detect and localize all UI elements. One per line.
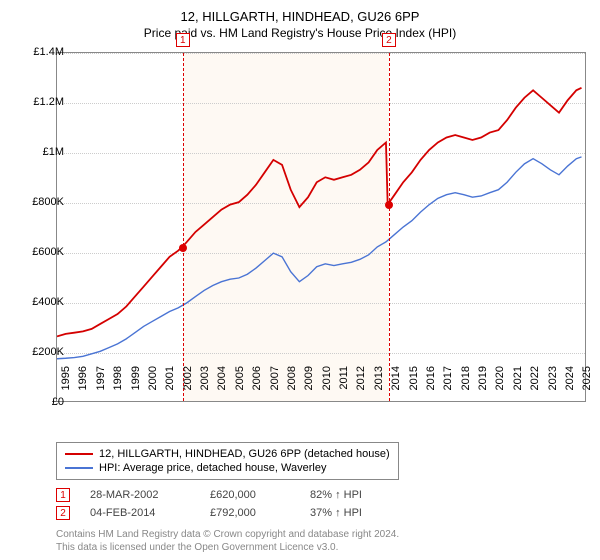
x-axis-label: 2018 bbox=[460, 366, 472, 406]
sale-pct: 37% ↑ HPI bbox=[310, 507, 390, 519]
sale-pct: 82% ↑ HPI bbox=[310, 489, 390, 501]
x-axis-label: 2012 bbox=[355, 366, 367, 406]
legend-swatch bbox=[65, 453, 93, 455]
chart-lines bbox=[57, 53, 585, 401]
marker-badge: 1 bbox=[56, 488, 70, 502]
chart-subtitle: Price paid vs. HM Land Registry's House … bbox=[0, 26, 600, 46]
x-axis-label: 2004 bbox=[216, 366, 228, 406]
footer: Contains HM Land Registry data © Crown c… bbox=[56, 528, 399, 554]
x-axis-label: 1997 bbox=[95, 366, 107, 406]
y-axis-label: £1M bbox=[43, 146, 64, 158]
y-axis-label: £400K bbox=[32, 296, 64, 308]
chart-title: 12, HILLGARTH, HINDHEAD, GU26 6PP bbox=[0, 0, 600, 26]
x-axis-label: 2010 bbox=[321, 366, 333, 406]
y-axis-label: £600K bbox=[32, 246, 64, 258]
x-axis-label: 2008 bbox=[286, 366, 298, 406]
x-axis-label: 1998 bbox=[112, 366, 124, 406]
x-axis-label: 1996 bbox=[77, 366, 89, 406]
x-axis-label: 2001 bbox=[164, 366, 176, 406]
sales-table: 1 28-MAR-2002 £620,000 82% ↑ HPI 2 04-FE… bbox=[56, 486, 390, 522]
marker-line bbox=[389, 53, 390, 401]
y-axis-label: £200K bbox=[32, 346, 64, 358]
x-axis-label: 2005 bbox=[234, 366, 246, 406]
x-axis-label: 2015 bbox=[408, 366, 420, 406]
x-axis-label: 2007 bbox=[269, 366, 281, 406]
sales-row: 1 28-MAR-2002 £620,000 82% ↑ HPI bbox=[56, 486, 390, 504]
y-axis-label: £1.2M bbox=[33, 96, 64, 108]
sales-row: 2 04-FEB-2014 £792,000 37% ↑ HPI bbox=[56, 504, 390, 522]
legend-label: HPI: Average price, detached house, Wave… bbox=[99, 462, 326, 474]
sale-price: £620,000 bbox=[210, 489, 290, 501]
legend-label: 12, HILLGARTH, HINDHEAD, GU26 6PP (detac… bbox=[99, 448, 390, 460]
x-axis-label: 2021 bbox=[512, 366, 524, 406]
hpi-line bbox=[57, 157, 582, 359]
x-axis-label: 2019 bbox=[477, 366, 489, 406]
x-axis-label: 1999 bbox=[130, 366, 142, 406]
x-axis-label: 2006 bbox=[251, 366, 263, 406]
marker-badge: 1 bbox=[176, 33, 190, 47]
marker-dot bbox=[179, 244, 187, 252]
sale-date: 28-MAR-2002 bbox=[90, 489, 190, 501]
x-axis-label: 2024 bbox=[564, 366, 576, 406]
footer-line: This data is licensed under the Open Gov… bbox=[56, 541, 399, 554]
marker-badge: 2 bbox=[382, 33, 396, 47]
x-axis-label: 2017 bbox=[442, 366, 454, 406]
y-axis-label: £800K bbox=[32, 196, 64, 208]
x-axis-label: 1995 bbox=[60, 366, 72, 406]
x-axis-label: 2016 bbox=[425, 366, 437, 406]
x-axis-label: 2009 bbox=[303, 366, 315, 406]
x-axis-label: 2023 bbox=[547, 366, 559, 406]
x-axis-label: 2020 bbox=[494, 366, 506, 406]
x-axis-label: 2011 bbox=[338, 366, 350, 406]
x-axis-label: 2025 bbox=[581, 366, 593, 406]
x-axis-label: 2014 bbox=[390, 366, 402, 406]
marker-badge: 2 bbox=[56, 506, 70, 520]
chart-container: 12, HILLGARTH, HINDHEAD, GU26 6PP Price … bbox=[0, 0, 600, 560]
x-axis-label: 2013 bbox=[373, 366, 385, 406]
plot-area: 12 bbox=[56, 52, 586, 402]
marker-line bbox=[183, 53, 184, 401]
x-axis-label: 2022 bbox=[529, 366, 541, 406]
footer-line: Contains HM Land Registry data © Crown c… bbox=[56, 528, 399, 541]
legend-item: 12, HILLGARTH, HINDHEAD, GU26 6PP (detac… bbox=[65, 447, 390, 461]
sale-date: 04-FEB-2014 bbox=[90, 507, 190, 519]
legend-swatch bbox=[65, 467, 93, 469]
property-line bbox=[57, 88, 582, 337]
x-axis-label: 2000 bbox=[147, 366, 159, 406]
marker-dot bbox=[385, 201, 393, 209]
legend: 12, HILLGARTH, HINDHEAD, GU26 6PP (detac… bbox=[56, 442, 399, 480]
x-axis-label: 2002 bbox=[182, 366, 194, 406]
y-axis-label: £1.4M bbox=[33, 46, 64, 58]
x-axis-label: 2003 bbox=[199, 366, 211, 406]
sale-price: £792,000 bbox=[210, 507, 290, 519]
legend-item: HPI: Average price, detached house, Wave… bbox=[65, 461, 390, 475]
